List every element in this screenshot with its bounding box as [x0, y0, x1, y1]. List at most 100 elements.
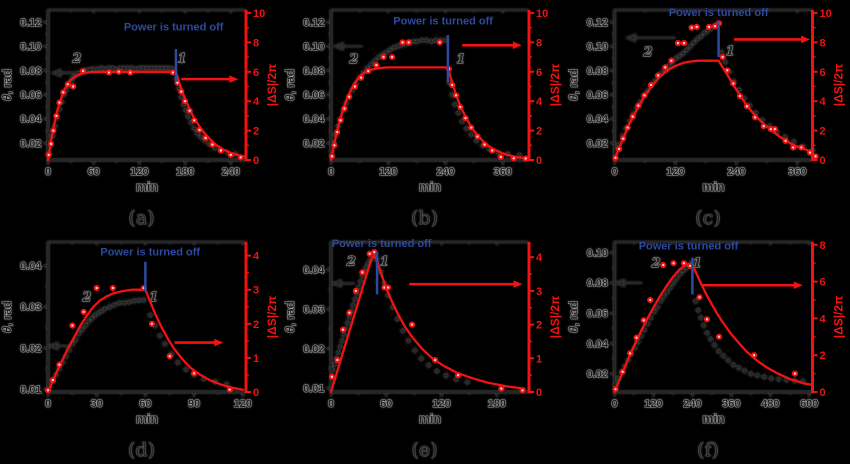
svg-text:min: min [419, 412, 441, 426]
svg-text:240: 240 [727, 166, 745, 178]
right-axis-arrow [513, 280, 523, 288]
power-off-annotation: Power is turned off [638, 240, 739, 295]
svg-text:240: 240 [683, 398, 701, 410]
svg-text:4: 4 [253, 96, 260, 108]
svg-text:θ, rad: θ, rad [567, 69, 581, 101]
svg-text:|ΔS|/2π: |ΔS|/2π [832, 64, 846, 107]
svg-text:min: min [136, 180, 158, 194]
svg-text:120: 120 [379, 166, 397, 178]
black-axes-and-data: 0 60 120 180 240 0.02 0.04 0.06 0.08 0.10 0.12 min θ… [0, 9, 246, 195]
svg-text:0.04: 0.04 [303, 264, 325, 276]
svg-text:6: 6 [536, 67, 542, 79]
red-axis-and-data: 0 2 4 6 8 10 |ΔS|/2π [45, 8, 279, 167]
svg-text:|ΔS|/2π: |ΔS|/2π [265, 296, 279, 339]
svg-text:2: 2 [820, 126, 826, 138]
svg-text:4: 4 [536, 96, 543, 108]
power-off-annotation: Power is turned off [393, 15, 494, 83]
svg-text:Power is turned off: Power is turned off [332, 238, 432, 250]
subplot-d: 0 30 60 90 120 0.01 0.02 0.03 0.04 min θ, rad 2 1 0 1 2… [0, 232, 283, 464]
svg-text:8: 8 [820, 240, 826, 252]
power-off-annotation: Power is turned off [100, 246, 201, 292]
svg-text:1: 1 [536, 353, 542, 365]
svg-text:1: 1 [456, 52, 465, 67]
svg-text:0.04: 0.04 [587, 338, 609, 350]
svg-text:0.02: 0.02 [587, 369, 608, 381]
svg-text:|ΔS|/2π: |ΔS|/2π [548, 296, 562, 339]
chart-c: 0 120 240 3600.020.040.060.080.100.12minθ, … [566, 7, 846, 195]
delta-s-data-points [44, 284, 233, 394]
svg-text:0: 0 [253, 155, 259, 167]
svg-text:60: 60 [139, 398, 151, 410]
svg-text:0.12: 0.12 [20, 17, 41, 29]
svg-text:2: 2 [346, 255, 356, 270]
caption-e-text: (e) [411, 439, 438, 461]
svg-text:60: 60 [88, 166, 100, 178]
svg-text:1: 1 [380, 255, 389, 270]
svg-text:360: 360 [494, 166, 512, 178]
svg-text:360: 360 [788, 166, 806, 178]
svg-text:θ, rad: θ, rad [0, 301, 14, 333]
subplot-b: 0 120 240 360 0.02 0.04 0.06 0.08 0.10 0.12 min θ, … [283, 0, 566, 232]
fit-curve [613, 59, 813, 162]
svg-text:θ, rad: θ, rad [567, 301, 581, 333]
black-axes-and-data: 0 60 120 180 0.01 0.02 0.03 0.04 min θ, rad 2 1 [283, 241, 529, 427]
fit-curve [613, 262, 814, 394]
right-axis-arrow [800, 35, 810, 44]
delta-s-data-points [612, 20, 819, 161]
power-off-annotation: Power is turned off [669, 7, 769, 58]
svg-text:1: 1 [253, 353, 259, 365]
chart-d: 0 30 60 90 120 0.01 0.02 0.03 0.04 min θ, rad 2 1 0 1 2… [0, 241, 279, 427]
svg-text:0.10: 0.10 [303, 41, 324, 53]
svg-text:0.04: 0.04 [20, 114, 42, 126]
svg-text:1: 1 [693, 256, 702, 271]
svg-text:Power is turned off: Power is turned off [639, 240, 739, 252]
svg-text:0.10: 0.10 [20, 41, 41, 53]
svg-text:360: 360 [722, 398, 740, 410]
svg-text:0.08: 0.08 [587, 65, 608, 77]
svg-text:0.12: 0.12 [303, 17, 324, 29]
caption-d: (d) [0, 439, 283, 461]
left-axis-arrow [48, 341, 59, 351]
svg-text:0.04: 0.04 [587, 114, 609, 126]
svg-text:240: 240 [436, 166, 454, 178]
svg-text:|ΔS|/2π: |ΔS|/2π [832, 296, 846, 339]
subplot-c: 0 120 240 360 0.02 0.04 0.06 0.08 0.10 0.12 min θ, … [566, 0, 850, 232]
fit-curve [329, 254, 526, 394]
subplot-f: 0 120 240 360 480 600 0.02 0.04 0.06 0.08 0.10 min θ… [566, 232, 850, 464]
left-axis-arrow [333, 42, 344, 51]
svg-text:2: 2 [536, 320, 542, 332]
black-axes-and-data: 0 120 240 360 0.02 0.04 0.06 0.08 0.10 0.12 min θ, … [283, 9, 529, 195]
svg-text:0: 0 [611, 166, 617, 178]
caption-b-text: (b) [411, 207, 438, 229]
svg-text:0.06: 0.06 [303, 89, 324, 101]
power-off-annotation: Power is turned off [124, 21, 224, 83]
left-axis-arrow [625, 33, 636, 42]
svg-text:0: 0 [611, 398, 617, 410]
caption-e: (e) [283, 439, 566, 461]
right-axis-arrow [214, 338, 224, 347]
svg-text:0.02: 0.02 [20, 343, 41, 355]
svg-text:120: 120 [130, 166, 148, 178]
chart-f: 0 120 240 360 480 6000.020.040.060.080.10minθ… [566, 239, 846, 426]
caption-c: (c) [566, 207, 850, 229]
svg-text:0.08: 0.08 [587, 278, 608, 290]
svg-text:0.10: 0.10 [587, 247, 608, 259]
svg-text:1: 1 [726, 44, 735, 59]
subplot-e: 0 60 120 180 0.01 0.02 0.03 0.04 min θ, rad 2 1 0 1 2 3… [283, 232, 566, 464]
svg-text:2: 2 [253, 126, 259, 138]
subplot-a: 0 60 120 180 240 0.02 0.04 0.06 0.08 0.10 0.12 min θ… [0, 0, 283, 232]
svg-text:0.02: 0.02 [303, 343, 324, 355]
svg-text:Power is turned off: Power is turned off [669, 7, 769, 19]
svg-text:0.01: 0.01 [20, 384, 41, 396]
chart-e: 0 60 120 180 0.01 0.02 0.03 0.04 min θ, rad 2 1 0 1 2 3… [283, 238, 562, 427]
svg-text:3: 3 [536, 286, 542, 298]
svg-text:90: 90 [188, 398, 200, 410]
svg-text:θ, rad: θ, rad [0, 69, 14, 101]
svg-text:480: 480 [761, 398, 779, 410]
svg-text:0: 0 [45, 398, 51, 410]
svg-text:10: 10 [253, 8, 265, 20]
svg-text:0.02: 0.02 [587, 138, 608, 150]
svg-text:min: min [136, 412, 158, 426]
delta-s-data-points [328, 249, 526, 394]
red-axis-and-data: 0 1 2 3 4 |ΔS|/2π [44, 242, 279, 399]
